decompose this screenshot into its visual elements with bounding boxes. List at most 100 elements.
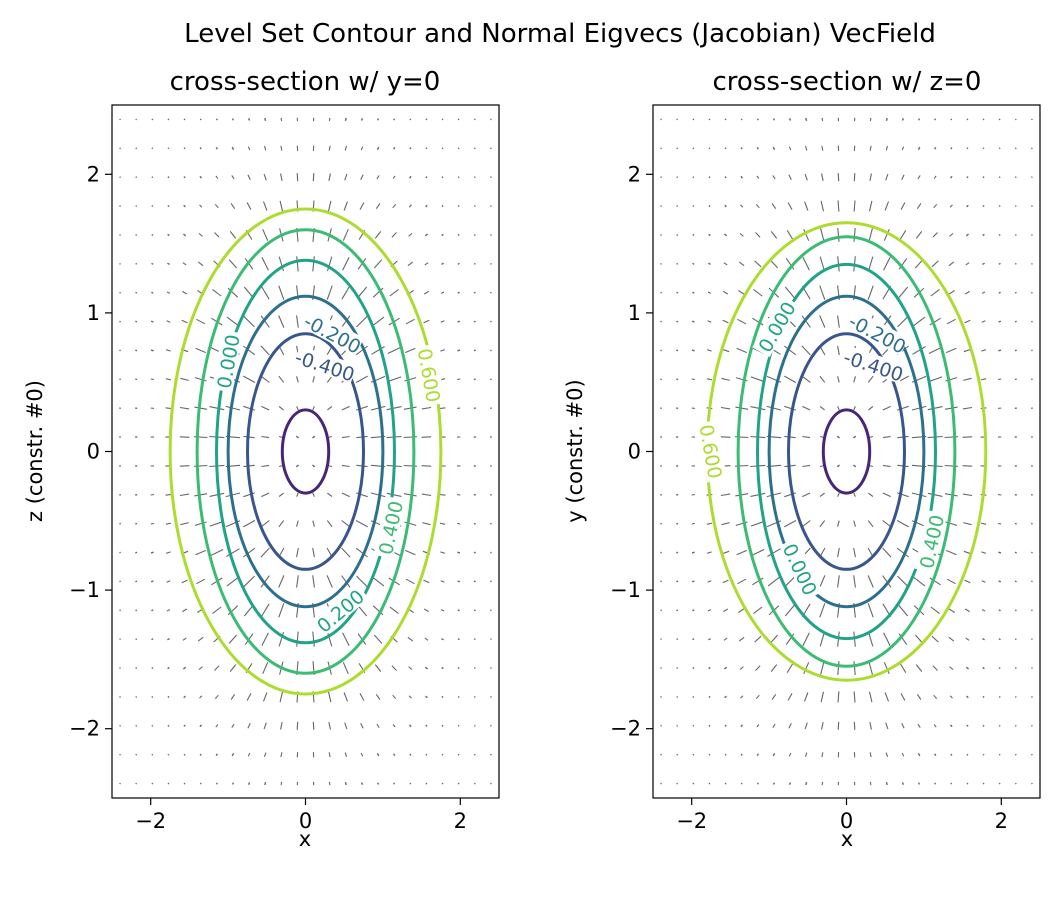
quiver-arrow [261, 435, 270, 439]
quiver-arrow [785, 257, 795, 270]
quiver-arrow [869, 781, 872, 786]
quiver-arrow [295, 464, 299, 468]
quiver-arrow [425, 176, 428, 179]
quiver-arrow [183, 695, 186, 699]
quiver-arrow [135, 205, 138, 207]
quiver-arrow [278, 315, 285, 328]
panel-left-contours [168, 207, 443, 696]
quiver-arrow [982, 147, 985, 150]
quiver-arrow [391, 665, 397, 671]
quiver-arrow [296, 256, 299, 272]
quiver-arrow [490, 724, 492, 727]
contour-line [280, 408, 331, 495]
quiver-arrow [708, 233, 711, 237]
quiver-arrow [166, 320, 171, 323]
quiver-arrow [260, 547, 270, 558]
quiver-arrow [356, 315, 368, 328]
quiver-arrow [676, 609, 679, 612]
quiver-arrow [692, 609, 695, 612]
quiver-arrow [917, 175, 921, 180]
quiver-arrow [243, 492, 255, 498]
quiver-arrow [135, 349, 138, 352]
quiver-arrow [279, 200, 284, 212]
quiver-arrow [708, 666, 711, 670]
quiver-arrow [965, 233, 970, 237]
quiver-arrow [692, 233, 695, 236]
quiver-arrow [342, 228, 349, 241]
quiver-arrow [724, 118, 727, 121]
quiver-arrow [867, 520, 874, 528]
quiver-arrow [837, 315, 840, 328]
quiver-arrow [341, 405, 350, 411]
quiver-arrow [212, 606, 222, 615]
quiver-arrow [473, 551, 476, 554]
quiver-arrow [373, 259, 383, 269]
quiver-arrow [457, 551, 461, 554]
quiver-arrow [403, 406, 417, 410]
quiver-arrow [897, 405, 909, 411]
panel-right-contours [705, 221, 988, 682]
quiver-arrow [723, 637, 728, 641]
quiver-arrow [998, 724, 1001, 727]
quiver-arrow [246, 693, 252, 701]
quiver-arrow [328, 752, 331, 758]
quiver-arrow [801, 375, 811, 383]
quiver-arrow [982, 262, 985, 266]
quiver-arrow [425, 724, 428, 727]
quiver-arrow [837, 721, 840, 730]
quiver-arrow [376, 753, 380, 757]
quiver-arrow [883, 662, 890, 675]
quiver-arrow [930, 288, 940, 297]
quiver-arrow [209, 406, 225, 411]
quiver-arrow [370, 492, 386, 498]
quiver-arrow [998, 176, 1001, 179]
quiver-arrow [150, 320, 154, 323]
quiver-arrow [441, 118, 444, 121]
quiver-arrow [344, 782, 347, 786]
quiver-arrow [441, 695, 444, 698]
quiver-arrow [998, 378, 1002, 381]
quiver-arrow [930, 606, 940, 615]
quiver-arrow [660, 782, 662, 785]
quiver-arrow [897, 575, 909, 588]
quiver-arrow [393, 782, 396, 785]
quiver-arrow [963, 377, 972, 381]
quiver-arrow [708, 118, 711, 121]
quiver-arrow [869, 145, 872, 151]
quiver-arrow [326, 631, 333, 647]
quiver-arrow [407, 261, 414, 267]
quiver-arrow [692, 205, 695, 208]
quiver-arrow [676, 782, 679, 785]
quiver-arrow [767, 548, 781, 557]
quiver-arrow [739, 232, 744, 237]
quiver-arrow [819, 256, 826, 272]
quiver-arrow [752, 577, 764, 586]
x-tick-label: 0 [840, 809, 853, 833]
quiver-arrow [756, 753, 759, 756]
quiver-arrow [821, 173, 824, 182]
quiver-arrow [676, 551, 679, 554]
quiver-arrow [722, 319, 729, 324]
quiver-arrow [404, 347, 416, 354]
quiver-arrow [424, 233, 429, 237]
contour-label-bg [779, 537, 823, 601]
quiver-arrow [752, 317, 764, 326]
figure-suptitle: Level Set Contour and Normal Eigvecs (Ja… [184, 19, 936, 49]
y-tick-label: −2 [69, 717, 100, 741]
quiver-arrow [998, 782, 1001, 785]
quiver-arrow [280, 145, 283, 151]
quiver-arrow [756, 724, 760, 728]
quiver-arrow [1014, 291, 1017, 294]
quiver-arrow [966, 118, 969, 121]
quiver-arrow [439, 407, 446, 410]
quiver-arrow [372, 605, 384, 616]
quiver-arrow [753, 606, 763, 615]
quiver-arrow [119, 753, 122, 756]
quiver-arrow [263, 173, 267, 181]
quiver-arrow [1014, 262, 1017, 265]
quiver-arrow [247, 723, 251, 729]
quiver-arrow [998, 233, 1001, 236]
quiver-arrow [262, 662, 269, 675]
quiver-arrow [457, 580, 461, 583]
quiver-arrow [740, 724, 744, 728]
